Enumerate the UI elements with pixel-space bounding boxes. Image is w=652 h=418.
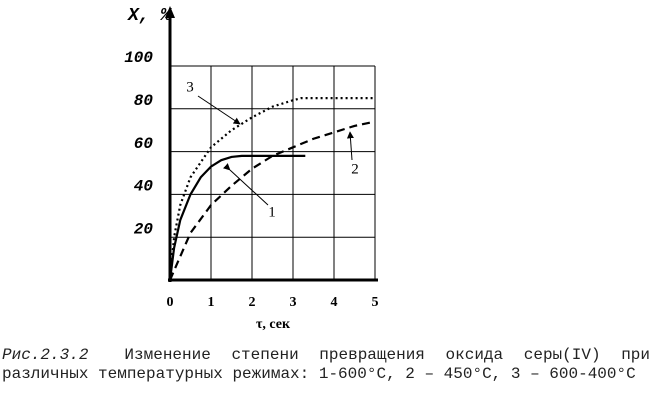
series-label: 3 [186, 79, 194, 95]
arrow [197, 95, 241, 125]
line [168, 154, 306, 281]
x-axis-label: τ, сек [256, 317, 291, 332]
y-tick-label: 60 [134, 135, 154, 153]
x-tick-label: 2 [249, 295, 256, 310]
caption-label: Рис.2.3.2 [2, 346, 89, 364]
x-tick-label: 0 [167, 295, 174, 310]
x-tick-label: 5 [372, 295, 379, 310]
y-tick-label: 100 [124, 49, 153, 67]
y-tick-label: 20 [134, 220, 154, 238]
x-tick-label: 4 [331, 295, 338, 310]
y-tick-label: 80 [134, 92, 154, 110]
y-axis-arrow [165, 6, 175, 18]
line [168, 97, 375, 281]
y-axis-label: X, % [127, 6, 172, 26]
arrow [222, 163, 269, 206]
caption: Рис.2.3.2 Изменение степени превращения о… [2, 346, 650, 384]
series-label: 2 [351, 161, 359, 177]
chart: X, % τ, сек 0 1 2 3 4 5 20 40 60 80 100 1 2 3 [124, 6, 379, 332]
series-label: 1 [268, 204, 276, 220]
arrow [346, 131, 354, 161]
line [168, 120, 376, 281]
x-tick-label: 3 [290, 295, 297, 310]
x-tick-label: 1 [208, 295, 215, 310]
caption-text: Изменение степени превращения оксида сер… [2, 346, 650, 383]
y-tick-label: 40 [134, 178, 154, 196]
